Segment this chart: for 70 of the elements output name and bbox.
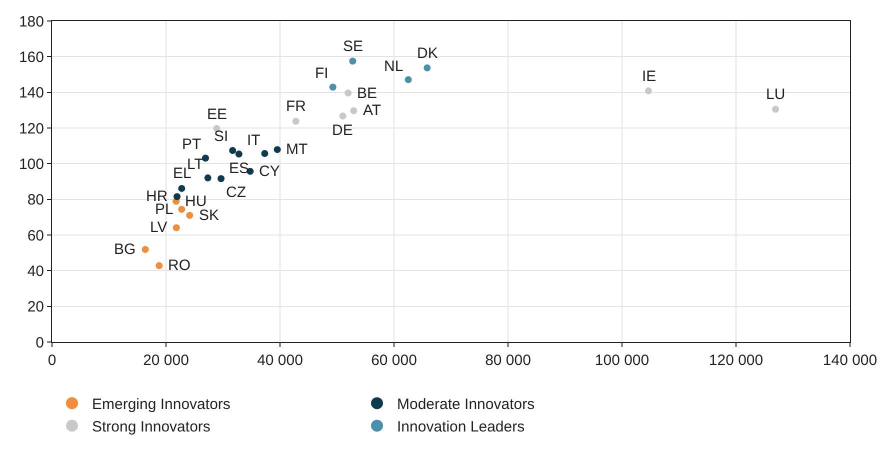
annotation: HU bbox=[185, 193, 207, 210]
y-tick-label: 20 bbox=[27, 298, 44, 316]
point bbox=[178, 206, 186, 213]
annotation: FR bbox=[286, 98, 306, 115]
point bbox=[156, 262, 163, 270]
point bbox=[344, 90, 352, 97]
point bbox=[218, 175, 225, 182]
annotation: CZ bbox=[226, 184, 246, 201]
point bbox=[349, 58, 356, 65]
annotation: IE bbox=[642, 68, 656, 85]
point bbox=[350, 107, 358, 114]
annotation: MT bbox=[286, 141, 308, 158]
point bbox=[229, 146, 236, 154]
annotation: LV bbox=[150, 219, 168, 236]
annotation: BG bbox=[114, 241, 136, 258]
legend-label: Innovation Leaders bbox=[397, 418, 525, 436]
y-tick-label: 60 bbox=[27, 227, 44, 244]
y-tick-label: 100 bbox=[18, 156, 44, 173]
annotation: LU bbox=[766, 86, 786, 103]
annotation: BE bbox=[357, 85, 378, 102]
annotation: LT bbox=[187, 156, 204, 173]
annotation: IT bbox=[247, 132, 260, 149]
annotation: SE bbox=[343, 38, 364, 55]
y-tick-label: 40 bbox=[27, 262, 44, 280]
y-tick-label: 180 bbox=[18, 13, 44, 30]
x-tick-label: 80 000 bbox=[485, 352, 531, 369]
annotation: NL bbox=[384, 58, 404, 75]
point bbox=[174, 193, 181, 200]
y-tick-label: 0 bbox=[36, 334, 44, 352]
point bbox=[772, 106, 780, 113]
annotation: DE bbox=[332, 122, 353, 139]
point bbox=[404, 76, 412, 84]
x-tick-label: 40 000 bbox=[257, 352, 303, 369]
y-tick-label: 80 bbox=[27, 192, 44, 209]
y-tick-label: 120 bbox=[18, 120, 44, 138]
point bbox=[178, 184, 186, 192]
annotation: ES bbox=[229, 160, 250, 177]
point bbox=[292, 118, 300, 125]
x-tick-label: 20 000 bbox=[143, 352, 189, 369]
x-tick-label: 0 bbox=[48, 352, 56, 369]
annotation: SK bbox=[199, 207, 220, 224]
annotation: CY bbox=[259, 163, 280, 180]
point bbox=[645, 87, 652, 94]
point bbox=[274, 146, 281, 154]
point bbox=[202, 154, 209, 162]
annotation: EE bbox=[207, 106, 228, 123]
point bbox=[172, 224, 180, 232]
point bbox=[204, 174, 212, 182]
x-tick-label: 140 000 bbox=[822, 352, 878, 369]
point bbox=[329, 84, 336, 91]
point bbox=[261, 150, 268, 157]
point bbox=[339, 112, 346, 120]
annotation: RO bbox=[168, 257, 190, 274]
point bbox=[235, 150, 242, 158]
annotation: FI bbox=[315, 65, 328, 82]
point bbox=[424, 64, 431, 72]
y-tick-label: 140 bbox=[18, 84, 44, 102]
x-tick-label: 120 000 bbox=[708, 352, 764, 369]
annotation: AT bbox=[363, 102, 382, 119]
legend-label: Moderate Innovators bbox=[397, 396, 535, 414]
annotation: PT bbox=[182, 136, 202, 153]
legend-label: Strong Innovators bbox=[92, 418, 210, 436]
y-tick-label: 160 bbox=[18, 48, 44, 66]
point bbox=[186, 212, 194, 219]
point bbox=[142, 246, 149, 253]
x-tick-label: 60 000 bbox=[371, 352, 417, 369]
annotation: DK bbox=[417, 45, 438, 62]
legend-label: Emerging Innovators bbox=[92, 396, 230, 414]
annotation: SI bbox=[214, 128, 228, 145]
x-tick-label: 100 000 bbox=[594, 352, 650, 369]
